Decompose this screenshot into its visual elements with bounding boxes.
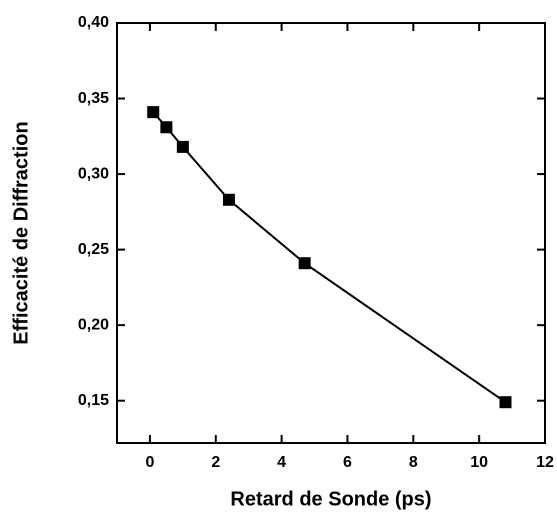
y-tick-label: 0,30 [78, 165, 109, 182]
data-point [147, 106, 160, 119]
x-tick-label: 6 [343, 454, 352, 471]
data-point [499, 396, 512, 409]
data-point [176, 140, 189, 153]
y-axis-title: Efficacité de Diffraction [10, 121, 32, 344]
x-tick-label: 10 [470, 454, 488, 471]
x-tick-label: 12 [536, 454, 554, 471]
plot-frame [116, 22, 546, 444]
data-point [298, 257, 311, 270]
y-tick-label: 0,20 [78, 316, 109, 333]
series-line [152, 111, 507, 404]
data-point [222, 193, 235, 206]
y-tick-label: 0,25 [78, 241, 109, 258]
x-tick-label: 0 [145, 454, 154, 471]
x-tick-label: 8 [409, 454, 418, 471]
y-tick-label: 0,40 [78, 14, 109, 31]
y-tick-label: 0,35 [78, 90, 109, 107]
x-tick-label: 4 [277, 454, 286, 471]
data-point [160, 121, 173, 134]
y-tick-label: 0,15 [78, 392, 109, 409]
x-axis-title: Retard de Sonde (ps) [230, 488, 431, 510]
x-tick-label: 2 [211, 454, 220, 471]
